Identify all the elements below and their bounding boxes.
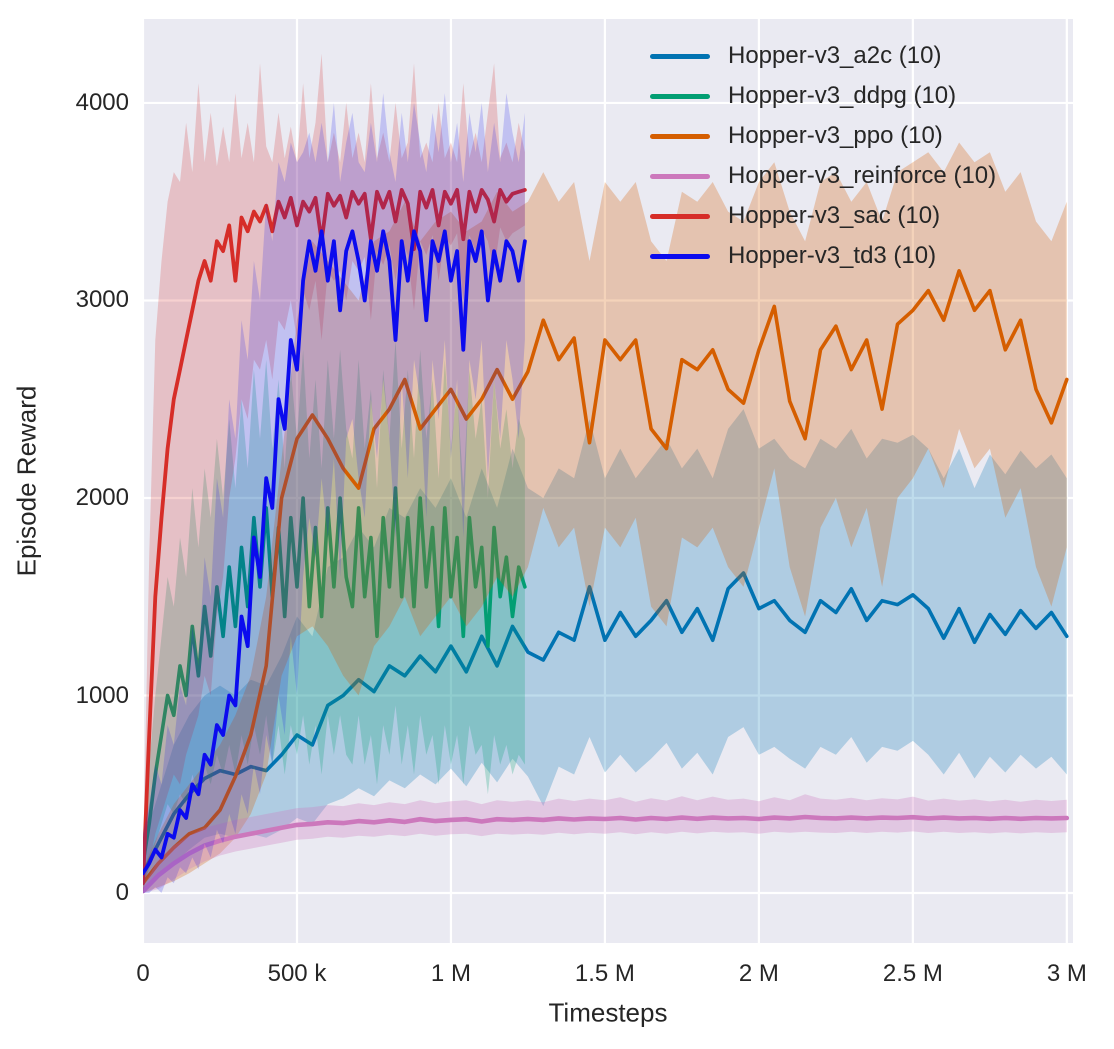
legend-swatch-reinforce bbox=[650, 173, 710, 179]
legend-label-ddpg: Hopper-v3_ddpg (10) bbox=[728, 82, 957, 109]
legend-label-a2c: Hopper-v3_a2c (10) bbox=[728, 42, 942, 69]
legend-item-reinforce: Hopper-v3_reinforce (10) bbox=[650, 156, 996, 196]
legend-swatch-a2c bbox=[650, 53, 710, 59]
series-line-ddpg bbox=[143, 486, 527, 866]
series-line-a2c bbox=[143, 571, 1069, 876]
legend-item-ddpg: Hopper-v3_ddpg (10) bbox=[650, 76, 996, 116]
legend-swatch-ddpg bbox=[650, 93, 710, 99]
x-tick-label: 2.5 M bbox=[882, 960, 943, 987]
legend-item-sac: Hopper-v3_sac (10) bbox=[650, 196, 996, 236]
x-tick-label: 500 k bbox=[267, 960, 327, 987]
legend: Hopper-v3_a2c (10) Hopper-v3_ddpg (10) Hop… bbox=[650, 36, 996, 276]
series-layer bbox=[143, 53, 1070, 894]
legend-label-td3: Hopper-v3_td3 (10) bbox=[728, 242, 937, 269]
legend-item-td3: Hopper-v3_td3 (10) bbox=[650, 236, 996, 276]
y-tick-label: 2000 bbox=[75, 483, 129, 511]
series-band-ddpg bbox=[143, 340, 525, 888]
legend-label-sac: Hopper-v3_sac (10) bbox=[728, 202, 941, 229]
y-tick-label: 3000 bbox=[75, 286, 129, 314]
y-axis-label: Episode Reward bbox=[11, 385, 42, 577]
series-band-a2c bbox=[143, 409, 1067, 893]
y-tick-label: 4000 bbox=[75, 88, 129, 116]
legend-swatch-td3 bbox=[650, 253, 710, 259]
y-tick-label: 0 bbox=[115, 879, 129, 907]
legend-item-ppo: Hopper-v3_ppo (10) bbox=[650, 116, 996, 156]
legend-label-ppo: Hopper-v3_ppo (10) bbox=[728, 122, 943, 149]
legend-swatch-sac bbox=[650, 213, 710, 219]
x-tick-label: 1.5 M bbox=[574, 960, 635, 987]
series-line-sac bbox=[143, 187, 527, 886]
legend-label-reinforce: Hopper-v3_reinforce (10) bbox=[728, 162, 997, 189]
x-tick-label: 3 M bbox=[1046, 960, 1087, 987]
legend-swatch-ppo bbox=[650, 133, 710, 139]
gridlines bbox=[141, 19, 1073, 943]
legend-item-a2c: Hopper-v3_a2c (10) bbox=[650, 36, 996, 76]
x-axis-label: Timesteps bbox=[548, 997, 668, 1028]
series-line-td3 bbox=[143, 229, 527, 876]
y-tick-label: 1000 bbox=[75, 681, 129, 709]
series-line-reinforce bbox=[143, 814, 1070, 894]
x-tick-label: 2 M bbox=[738, 960, 779, 987]
x-tick-label: 0 bbox=[136, 960, 150, 987]
x-tick-label: 1 M bbox=[430, 960, 471, 987]
series-line-ppo bbox=[143, 268, 1069, 886]
